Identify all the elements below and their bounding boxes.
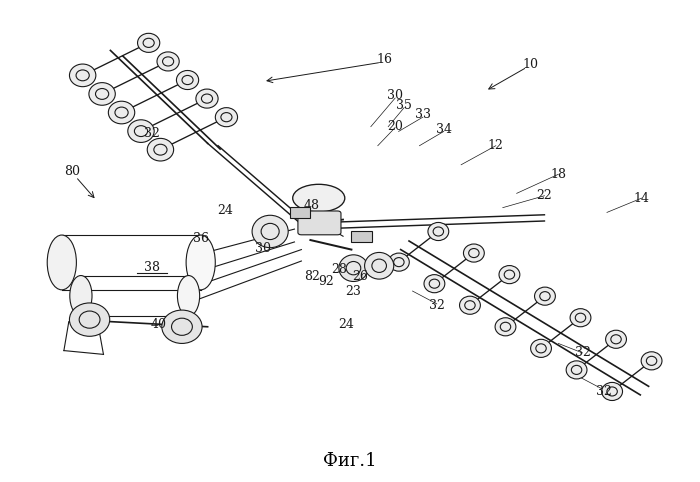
Ellipse shape (147, 138, 174, 161)
Text: 14: 14 (634, 192, 650, 205)
Text: 34: 34 (435, 122, 452, 135)
Ellipse shape (70, 276, 92, 316)
Text: 32: 32 (596, 385, 611, 398)
Text: 26: 26 (353, 270, 368, 283)
Text: 92: 92 (318, 275, 334, 288)
Ellipse shape (47, 235, 76, 290)
Ellipse shape (196, 89, 218, 108)
Text: Фиг.1: Фиг.1 (323, 452, 377, 469)
Ellipse shape (128, 120, 154, 142)
FancyBboxPatch shape (298, 211, 341, 235)
Text: 16: 16 (377, 54, 393, 67)
Text: 24: 24 (217, 203, 233, 216)
Ellipse shape (186, 235, 216, 290)
Ellipse shape (570, 308, 591, 327)
Text: 38: 38 (144, 261, 160, 274)
Ellipse shape (535, 287, 555, 305)
Ellipse shape (69, 303, 110, 336)
Text: 82: 82 (304, 270, 320, 283)
Ellipse shape (463, 244, 484, 262)
Ellipse shape (566, 361, 587, 379)
Text: 24: 24 (339, 318, 354, 331)
FancyBboxPatch shape (290, 207, 310, 218)
Ellipse shape (495, 318, 516, 336)
Ellipse shape (602, 382, 622, 401)
Text: 33: 33 (415, 108, 431, 121)
Ellipse shape (606, 330, 626, 348)
Text: 32: 32 (429, 299, 444, 312)
Text: 10: 10 (523, 58, 538, 71)
Ellipse shape (252, 215, 288, 248)
Ellipse shape (69, 64, 96, 87)
Ellipse shape (499, 266, 520, 284)
Ellipse shape (137, 33, 160, 53)
Text: 30: 30 (256, 241, 271, 254)
Ellipse shape (424, 275, 444, 293)
Ellipse shape (162, 310, 202, 344)
Ellipse shape (176, 70, 199, 90)
Ellipse shape (157, 52, 179, 71)
Ellipse shape (339, 255, 368, 281)
Text: 36: 36 (193, 232, 209, 245)
Ellipse shape (389, 253, 410, 271)
Ellipse shape (641, 352, 662, 370)
Text: 35: 35 (396, 99, 412, 112)
Text: 32: 32 (144, 127, 160, 140)
Text: 32: 32 (575, 347, 591, 360)
Ellipse shape (531, 339, 552, 357)
Text: 18: 18 (550, 168, 566, 181)
Ellipse shape (108, 101, 134, 124)
Text: 23: 23 (346, 284, 361, 297)
Ellipse shape (428, 223, 449, 241)
Text: 12: 12 (488, 139, 504, 152)
Text: 80: 80 (64, 165, 81, 178)
Ellipse shape (459, 296, 480, 314)
Text: 28: 28 (332, 263, 347, 276)
Ellipse shape (89, 82, 116, 105)
Text: 20: 20 (387, 120, 403, 133)
FancyBboxPatch shape (351, 230, 372, 242)
Ellipse shape (216, 107, 237, 127)
Text: 22: 22 (537, 189, 552, 202)
Text: 30: 30 (387, 89, 403, 102)
Ellipse shape (177, 276, 199, 316)
Ellipse shape (365, 253, 393, 279)
Ellipse shape (293, 184, 345, 212)
Text: 40: 40 (151, 318, 167, 331)
Text: 48: 48 (304, 199, 320, 212)
